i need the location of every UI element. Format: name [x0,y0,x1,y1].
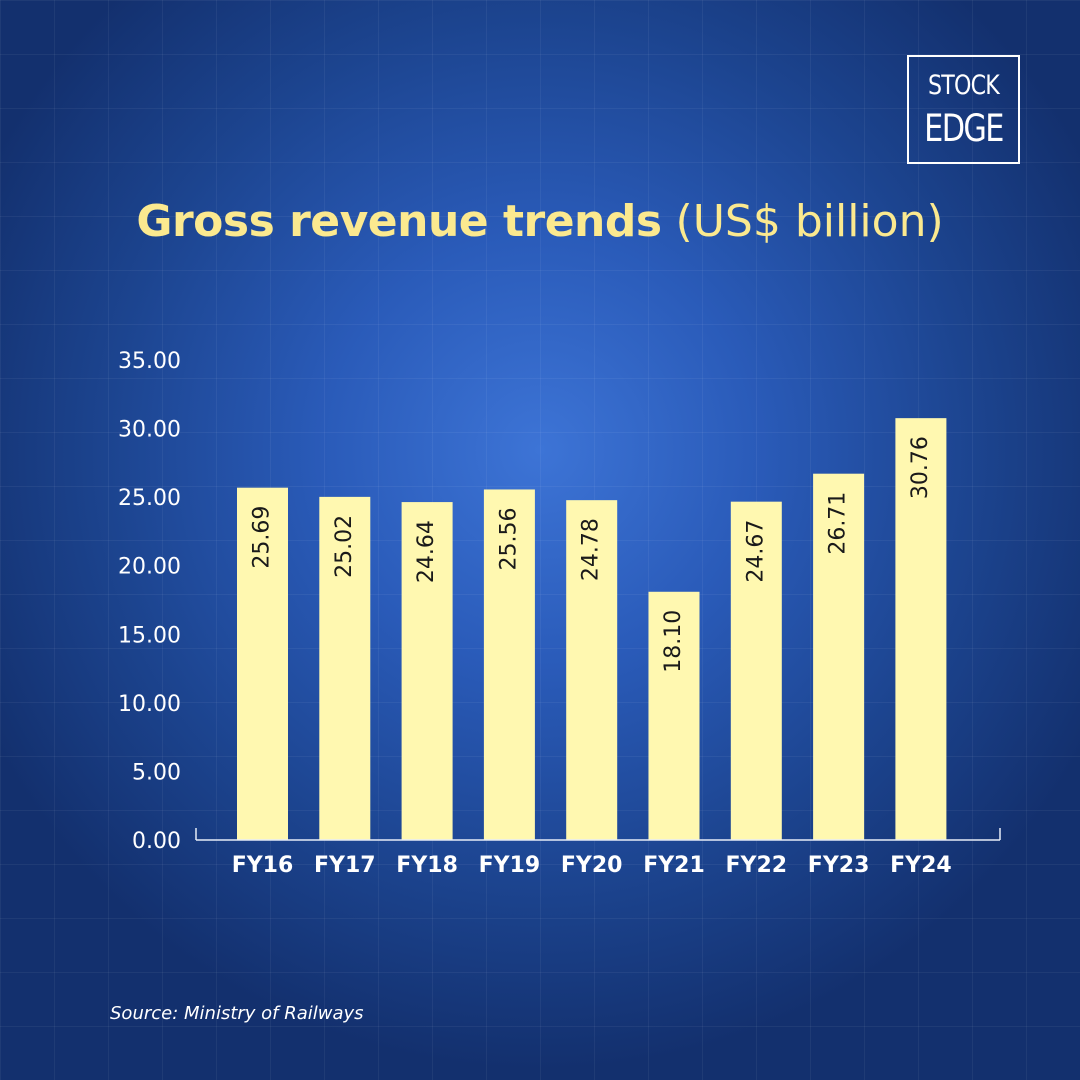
bar-fy19 [483,489,535,840]
y-tick-label: 30.00 [118,418,181,443]
logo-text-stock: STOCK [928,70,1000,101]
source-note: Source: Ministry of Railways [110,1003,364,1024]
bars-group: 25.69 25.02 24.64 25.56 24.78 18.10 24.67 26.71… [237,418,947,840]
x-tick-label: FY16 [232,853,294,878]
y-tick-label: 25.00 [118,486,181,511]
bar-value-label: 24.67 [743,520,768,583]
x-axis [195,828,1001,841]
y-tick-label: 35.00 [118,349,181,374]
x-tick-label: FY19 [479,853,541,878]
y-tick-label: 5.00 [132,760,181,785]
bar-value-label: 25.56 [496,507,521,570]
x-tick-label: FY21 [643,853,705,878]
x-tick-label: FY22 [726,853,788,878]
bar-fy18 [401,502,453,840]
y-axis-ticks: 0.00 5.00 10.00 15.00 20.00 25.00 30.00 35.00 [118,349,181,854]
y-tick-label: 20.00 [118,555,181,580]
bar-value-label: 24.64 [414,520,439,583]
x-tick-label: FY20 [561,853,623,878]
y-tick-label: 0.00 [132,829,181,854]
x-axis-labels: FY16 FY17 FY18 FY19 FY20 FY21 FY22 FY23 FY24 [232,853,952,878]
y-tick-label: 10.00 [118,692,181,717]
bar-fy22 [730,501,782,840]
bar-fy17 [319,496,371,840]
bar-fy23 [813,473,865,840]
bar-fy21 [648,591,700,840]
x-tick-label: FY18 [396,853,458,878]
chart-title: Gross revenue trends (US$ billion) [0,192,1080,252]
chart-title-main: Gross revenue trends [136,196,662,247]
bar-fy20 [566,500,618,840]
bar-value-label: 25.02 [332,515,357,578]
bar-value-label: 25.69 [250,506,275,569]
chart-title-unit: (US$ billion) [675,196,944,247]
bar-value-label: 24.78 [579,518,604,581]
y-tick-label: 15.00 [118,623,181,648]
logo-text-edge: EDGE [924,107,1004,150]
bar-value-label: 18.10 [661,610,686,673]
bar-fy24 [895,418,947,840]
stockedge-logo: STOCK EDGE [907,55,1020,164]
bar-value-label: 26.71 [826,492,851,555]
bar-fy16 [237,487,288,840]
x-tick-label: FY24 [890,853,952,878]
x-tick-label: FY17 [314,853,376,878]
bar-value-label: 30.76 [908,436,933,499]
x-tick-label: FY23 [808,853,870,878]
